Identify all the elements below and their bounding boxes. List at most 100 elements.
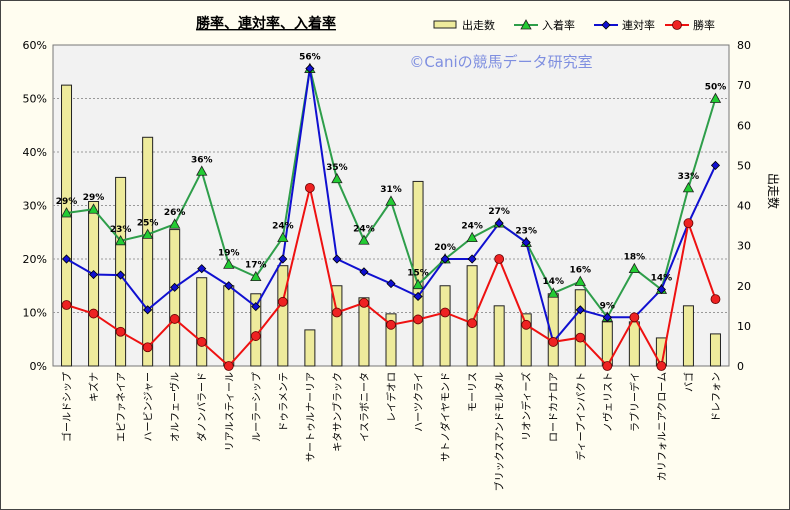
- data-label-入着率: 24%: [353, 224, 375, 234]
- marker-連対率: [521, 237, 531, 247]
- marker-勝率: [61, 300, 72, 310]
- marker-勝率: [440, 307, 450, 318]
- x-tick-label: ブリックスアンドモルタル: [493, 372, 506, 491]
- chart-title: 勝率、連対率、入着率: [196, 15, 336, 32]
- marker-連対率: [575, 305, 585, 315]
- marker-入着率: [277, 231, 289, 243]
- right-tick-label: 0: [737, 360, 744, 373]
- marker-勝率: [467, 318, 478, 329]
- marker-入着率: [628, 262, 641, 274]
- marker-入着率: [87, 203, 100, 214]
- marker-勝率: [494, 254, 505, 264]
- marker-入着率: [709, 92, 722, 103]
- left-tick-label: 20%: [23, 253, 47, 266]
- x-tick-label: リオンディーズ: [520, 372, 533, 441]
- right-tick-label: 20: [737, 280, 751, 293]
- data-label-入着率: 24%: [272, 222, 294, 232]
- marker-勝率: [710, 294, 721, 305]
- x-tick-label: エピファネイア: [116, 372, 128, 442]
- bar-出走数: [169, 229, 181, 367]
- legend-label-出走数: 出走数: [462, 18, 495, 32]
- right-tick-label: 70: [737, 79, 751, 92]
- watermark: ©Caniの競馬データ研究室: [409, 53, 592, 71]
- x-tick-label: ラブリーデイ: [628, 372, 641, 432]
- left-tick-label: 10%: [23, 307, 47, 320]
- x-tick-label: レイデオロ: [385, 372, 398, 422]
- data-label-入着率: 25%: [137, 218, 159, 228]
- marker-連対率: [332, 254, 342, 264]
- left-tick-label: 30%: [23, 200, 47, 213]
- bar-出走数: [142, 136, 154, 367]
- x-tick-label: イスラボニータ: [359, 372, 371, 442]
- marker-勝率: [548, 337, 559, 347]
- marker-勝率: [169, 314, 180, 324]
- bar-出走数: [88, 200, 100, 367]
- marker-入着率: [574, 275, 586, 286]
- data-label-入着率: 35%: [326, 163, 348, 173]
- right-tick-label: 60: [737, 119, 751, 132]
- marker-連対率: [88, 269, 99, 280]
- marker-連対率: [440, 254, 450, 264]
- marker-連対率: [224, 281, 234, 291]
- data-label-入着率: 24%: [461, 222, 483, 232]
- marker-勝率: [413, 314, 423, 325]
- marker-連対率: [116, 270, 126, 280]
- data-label-入着率: 23%: [110, 225, 132, 235]
- marker-入着率: [412, 278, 424, 290]
- marker-連対率: [710, 160, 721, 170]
- right-tick-label: 80: [737, 39, 751, 52]
- bar-出走数: [61, 84, 73, 367]
- left-tick-label: 60%: [23, 39, 47, 52]
- bar-出走数: [493, 305, 505, 367]
- marker-勝率: [88, 308, 99, 319]
- right-tick-label: 40: [737, 200, 751, 213]
- x-tick-label: カリフォルニアクローム: [656, 372, 668, 481]
- data-label-入着率: 19%: [218, 248, 240, 258]
- legend-label-連対率: 連対率: [622, 18, 655, 32]
- x-tick-label: ディープインパクト: [574, 372, 587, 461]
- data-label-入着率: 29%: [83, 193, 105, 203]
- marker-勝率: [223, 361, 234, 371]
- data-label-入着率: 17%: [245, 261, 267, 271]
- marker-入着率: [466, 231, 478, 243]
- marker-連対率: [61, 254, 72, 264]
- bar-出走数: [439, 285, 451, 367]
- marker-勝率: [683, 218, 694, 229]
- marker-連対率: [143, 305, 153, 315]
- data-label-入着率: 14%: [542, 277, 564, 287]
- marker-勝率: [332, 307, 342, 318]
- bar-出走数: [277, 265, 289, 367]
- marker-勝率: [602, 361, 613, 371]
- right-axis-label: 出走数: [766, 173, 781, 209]
- data-label-入着率: 36%: [191, 155, 213, 165]
- bar-出走数: [628, 321, 640, 367]
- data-label-入着率: 23%: [515, 226, 537, 236]
- x-tick-label: ハーツクライ: [413, 372, 425, 432]
- data-label-入着率: 18%: [624, 253, 646, 263]
- marker-勝率: [115, 326, 126, 337]
- bar-出走数: [196, 277, 208, 367]
- data-label-入着率: 15%: [407, 269, 429, 279]
- marker-入着率: [682, 182, 695, 193]
- left-tick-label: 0%: [30, 360, 47, 373]
- marker-連対率: [305, 63, 315, 74]
- x-tick-label: キタサンブラック: [331, 372, 344, 452]
- bar-出走数: [331, 285, 343, 367]
- data-label-入着率: 20%: [434, 243, 456, 253]
- marker-連対率: [386, 279, 396, 289]
- marker-勝率: [304, 182, 315, 193]
- marker-勝率: [656, 361, 667, 371]
- legend: 出走数 入着率 連対率 勝率: [433, 18, 715, 32]
- marker-勝率: [250, 331, 261, 341]
- legend-marker-勝率: [672, 20, 682, 30]
- marker-勝率: [142, 342, 153, 353]
- left-tick-label: 50%: [23, 93, 47, 106]
- marker-入着率: [547, 287, 559, 298]
- x-tick-label: ドレフォン: [711, 372, 722, 422]
- bar-出走数: [412, 180, 424, 367]
- x-tick-label: キズナ: [88, 372, 101, 402]
- data-label-入着率: 14%: [651, 273, 673, 283]
- data-label-入着率: 33%: [678, 172, 700, 182]
- x-tick-label: ルーラーシップ: [251, 372, 263, 442]
